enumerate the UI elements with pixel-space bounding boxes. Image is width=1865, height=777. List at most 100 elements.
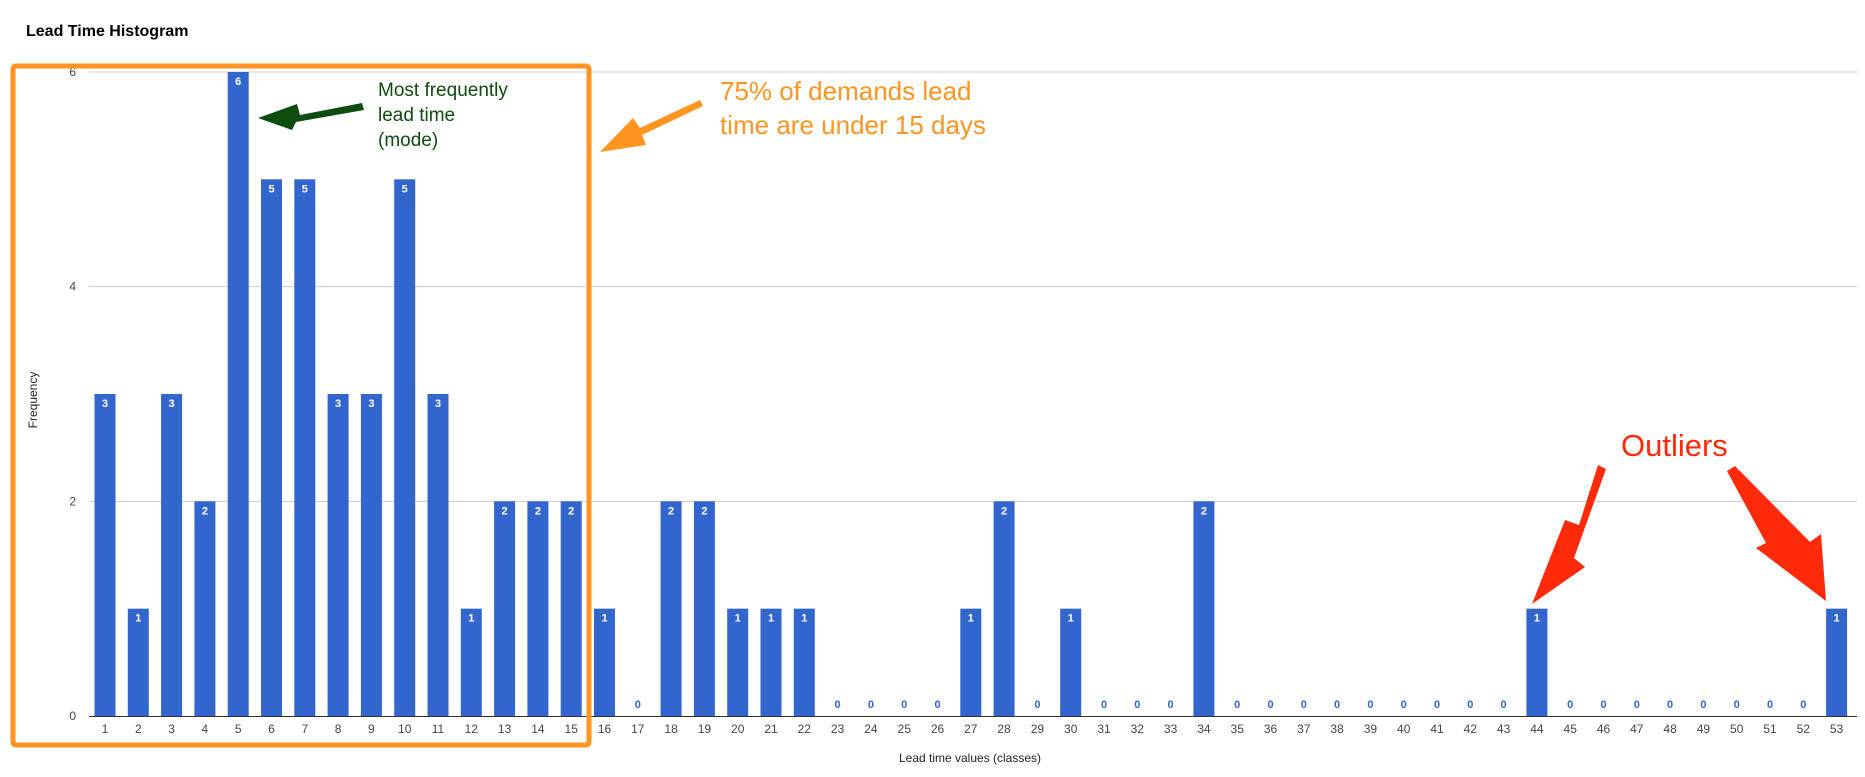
x-tick-label: 46 [1597,722,1611,736]
data-label: 3 [102,398,108,410]
percentile-arrow-icon [600,100,703,152]
x-tick-label: 45 [1564,722,1578,736]
data-label: 2 [668,505,674,517]
bar-20 [727,608,749,716]
y-tick-label: 6 [69,65,76,79]
bar-30 [1060,608,1082,716]
x-tick-label: 26 [931,722,945,736]
y-tick-label: 4 [69,280,76,294]
bar-5 [227,72,249,716]
percentile-annotation-line-2: time are under 15 days [720,110,986,140]
y-tick-label: 0 [69,709,76,723]
x-tick-label: 42 [1464,722,1478,736]
x-tick-label: 52 [1797,722,1811,736]
data-label: 2 [1001,505,1007,517]
data-label: 3 [435,398,441,410]
data-label: 1 [1834,613,1840,625]
x-tick-label: 20 [731,722,745,736]
bar-12 [460,608,482,716]
data-label: 1 [1534,613,1540,625]
x-tick-label: 29 [1031,722,1045,736]
bar-21 [760,608,782,716]
bar-3 [161,394,183,716]
x-tick-label: 44 [1530,722,1544,736]
data-label: 0 [1101,699,1107,711]
data-label: 1 [468,613,474,625]
bars: 3 1 3 2 6 5 5 3 3 5 3 1 2 2 2 1 0 2 2 1 1 1 0 0 0 0 1 2 0 1 0 0 0 2 0 0 0 0 0 0… [94,72,1848,717]
x-tick-label: 50 [1730,722,1744,736]
bar-15 [560,501,582,716]
bar-4 [194,501,216,716]
mode-arrow-icon [258,103,364,130]
bar-18 [660,501,682,716]
data-label: 2 [1201,505,1207,517]
data-label: 0 [1634,699,1640,711]
grid-lines [89,71,1857,502]
data-label: 0 [1467,699,1473,711]
data-label: 0 [1767,699,1773,711]
x-tick-label: 5 [235,722,242,736]
data-label: 1 [735,613,741,625]
data-label: 2 [535,505,541,517]
bar-11 [427,394,449,716]
x-tick-label: 7 [301,722,308,736]
x-tick-label: 9 [368,722,375,736]
bar-22 [793,608,815,716]
x-tick-label: 51 [1763,722,1777,736]
bar-44 [1526,608,1548,716]
x-tick-label: 37 [1297,722,1311,736]
data-label: 0 [1234,699,1240,711]
data-label: 0 [1267,699,1273,711]
bar-8 [327,394,349,716]
data-label: 1 [601,613,607,625]
x-tick-label: 13 [498,722,512,736]
x-tick-label: 33 [1164,722,1178,736]
bar-14 [527,501,549,716]
bar-2 [127,608,149,716]
data-label: 0 [868,699,874,711]
outlier-arrow-right-icon [1727,466,1826,601]
x-tick-label: 2 [135,722,142,736]
data-label: 0 [835,699,841,711]
x-tick-label: 41 [1430,722,1444,736]
bar-10 [394,179,416,717]
data-label: 0 [1134,699,1140,711]
data-label: 0 [1367,699,1373,711]
x-axis-ticks: 1 2 3 4 5 6 7 8 9 10 11 12 13 14 15 16 17 18 19 20 21 22 23 24 2… [102,722,1844,736]
x-tick-label: 19 [698,722,712,736]
outliers-annotation: Outliers [1621,428,1728,463]
chart-title: Lead Time Histogram [26,23,188,40]
data-label: 0 [1501,699,1507,711]
x-tick-label: 53 [1830,722,1844,736]
bar-34 [1193,501,1215,716]
x-tick-label: 32 [1131,722,1145,736]
data-label: 1 [801,613,807,625]
x-tick-label: 15 [565,722,579,736]
data-label: 2 [502,505,508,517]
outlier-arrow-left-icon [1532,465,1606,604]
mode-annotation-line-1: Most frequently [378,80,508,101]
x-tick-label: 38 [1330,722,1344,736]
x-tick-label: 11 [432,722,445,736]
y-axis-label: Frequency [26,372,40,429]
bar-9 [360,394,382,716]
x-tick-label: 48 [1663,722,1677,736]
x-tick-label: 47 [1630,722,1644,736]
data-label: 3 [335,398,341,410]
data-label: 0 [1301,699,1307,711]
bar-16 [594,608,615,716]
data-label: 2 [701,505,707,517]
x-tick-label: 22 [798,722,812,736]
x-tick-label: 14 [531,722,545,736]
x-tick-label: 1 [102,722,109,736]
percentile-region-box [10,63,592,748]
data-label: 1 [968,613,974,625]
data-label: 3 [169,398,175,410]
x-tick-label: 31 [1097,722,1111,736]
x-tick-label: 35 [1231,722,1245,736]
x-tick-label: 43 [1497,722,1511,736]
x-axis-label: Lead time values (classes) [899,751,1041,765]
bar-27 [960,608,982,716]
data-label: 3 [368,398,374,410]
